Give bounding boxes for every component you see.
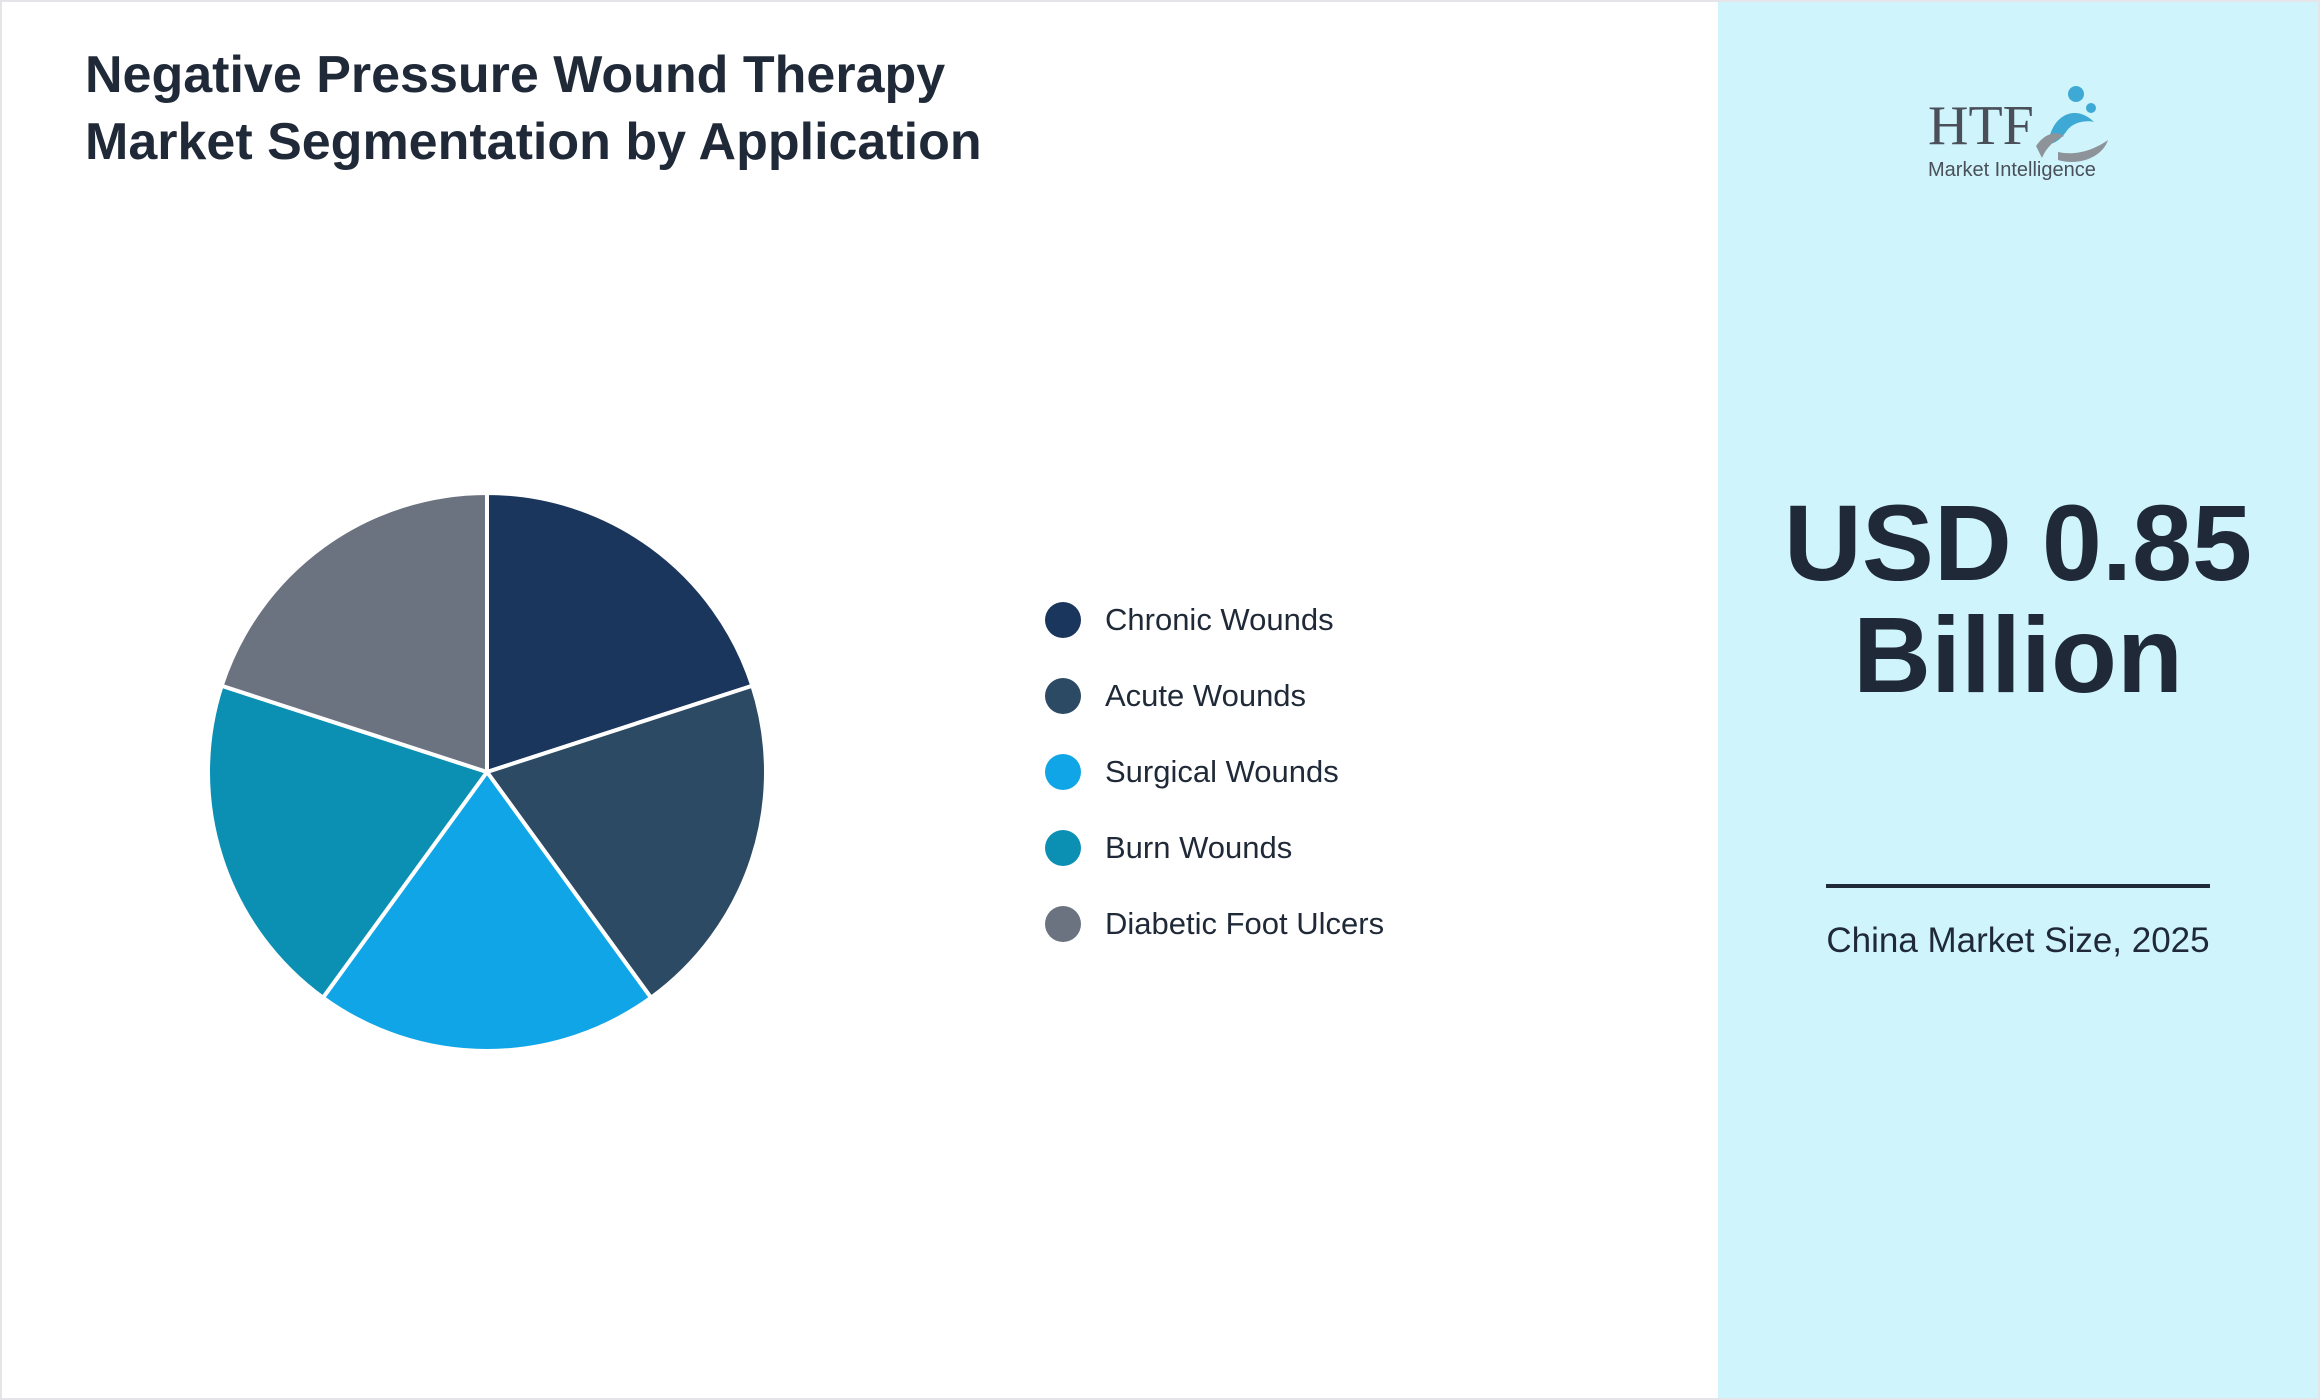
legend-item-acute-wounds: Acute Wounds xyxy=(1045,658,1665,734)
pie-slice-acute-wounds xyxy=(485,683,768,1000)
htf-market-intelligence-logo: HTF Market Intelligence xyxy=(1928,86,2108,181)
market-size-value: USD 0.85 Billion xyxy=(1783,482,2253,715)
legend-label-acute-wounds: Acute Wounds xyxy=(1105,678,1307,713)
legend-label-surgical-wounds: Surgical Wounds xyxy=(1105,754,1339,789)
legend-item-chronic-wounds: Chronic Wounds xyxy=(1045,582,1665,658)
svg-text:HTF: HTF xyxy=(1928,95,2034,157)
legend-swatch-acute-wounds xyxy=(1045,678,1081,714)
legend-swatch-chronic-wounds xyxy=(1045,602,1081,638)
chart-panel: Negative Pressure Wound Therapy Market S… xyxy=(2,2,1718,1398)
legend-label-diabetic-foot-ulcers: Diabetic Foot Ulcers xyxy=(1105,906,1385,941)
legend-item-diabetic-foot-ulcers: Diabetic Foot Ulcers xyxy=(1045,886,1665,962)
legend-swatch-burn-wounds xyxy=(1045,830,1081,866)
market-size-panel: HTF Market Intelligence USD 0.85 Billion… xyxy=(1718,2,2318,1398)
chart-title: Negative Pressure Wound Therapy Market S… xyxy=(85,46,982,171)
divider xyxy=(1826,884,2210,888)
market-size-caption: China Market Size, 2025 xyxy=(1826,921,2210,960)
legend-label-burn-wounds: Burn Wounds xyxy=(1105,830,1293,865)
pie-slice-diabetic-foot-ulcers xyxy=(219,491,489,774)
legend-label-chronic-wounds: Chronic Wounds xyxy=(1105,602,1334,637)
pie-slice-burn-wounds xyxy=(206,683,489,1000)
legend-item-burn-wounds: Burn Wounds xyxy=(1045,810,1665,886)
legend-swatch-surgical-wounds xyxy=(1045,754,1081,790)
chart-legend: Chronic Wounds Acute Wounds Surgical Wound… xyxy=(1045,582,1665,962)
pie-chart xyxy=(206,491,768,1053)
legend-item-surgical-wounds: Surgical Wounds xyxy=(1045,734,1665,810)
legend-swatch-diabetic-foot-ulcers xyxy=(1045,906,1081,942)
pie-slice-surgical-wounds xyxy=(321,770,653,1053)
svg-text:Market Intelligence: Market Intelligence xyxy=(1928,159,2096,181)
pie-slice-chronic-wounds xyxy=(485,491,755,774)
